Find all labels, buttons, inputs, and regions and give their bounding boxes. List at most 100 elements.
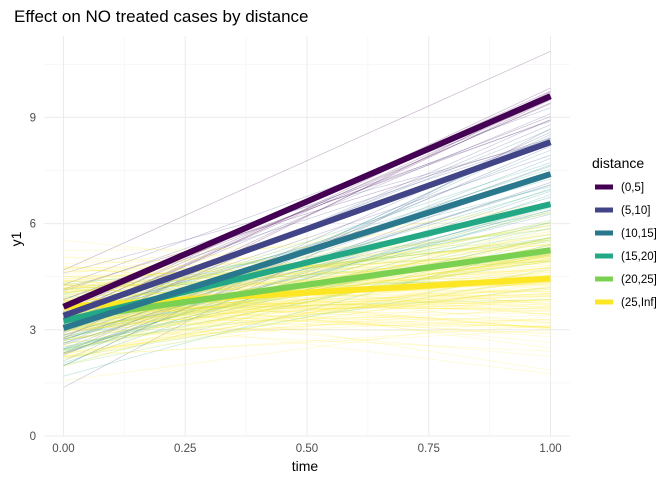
case-line [63, 318, 551, 339]
case-line [63, 154, 551, 322]
legend-items: (0,5] (5,10] (10,15] (15,20] (20,25] (25,Inf] [595, 182, 657, 309]
case-line [63, 257, 551, 305]
case-line [63, 252, 551, 283]
case-line [63, 298, 551, 322]
case-line [63, 162, 551, 322]
x-tick-label: 0.00 [52, 443, 74, 455]
legend-label: (25,Inf] [621, 297, 657, 309]
grid [44, 36, 570, 437]
case-line [63, 241, 551, 292]
case-line [63, 303, 551, 314]
case-line [63, 113, 551, 318]
case-line [63, 243, 551, 377]
case-line [63, 299, 551, 320]
case-line [63, 207, 551, 350]
case-line [63, 267, 551, 332]
case-line [63, 299, 551, 330]
case-line [63, 312, 551, 357]
y-axis: 0 3 6 9 [30, 112, 36, 443]
case-line [63, 293, 551, 328]
case-line [63, 328, 551, 352]
case-line [63, 289, 551, 337]
case-line [63, 284, 551, 330]
case-line [63, 257, 551, 341]
case-line [63, 140, 551, 274]
case-line [63, 188, 551, 354]
case-line [63, 314, 551, 338]
case-line [63, 283, 551, 349]
legend-label: (5,10] [621, 205, 650, 217]
case-line [63, 280, 551, 332]
x-tick-label: 0.50 [296, 443, 318, 455]
case-line [63, 253, 551, 282]
case-line [63, 288, 551, 308]
case-line [63, 219, 551, 338]
case-line [63, 253, 551, 346]
case-line [63, 313, 551, 375]
case-line [63, 286, 551, 327]
chart-title: Effect on NO treated cases by distance [14, 7, 309, 26]
case-line [63, 313, 551, 321]
case-line [63, 228, 551, 286]
legend-title: distance [592, 155, 644, 171]
legend-label: (20,25] [621, 274, 657, 286]
case-line [63, 278, 551, 353]
case-line [63, 120, 551, 292]
case-line [63, 260, 551, 301]
y-tick-label: 3 [30, 325, 36, 337]
case-line [63, 248, 551, 264]
case-line [63, 308, 551, 335]
case-line [63, 102, 551, 320]
case-line [63, 316, 551, 322]
case-line [63, 233, 551, 302]
case-line [63, 329, 551, 356]
case-line [63, 286, 551, 354]
case-line [63, 285, 551, 355]
case-line [63, 202, 551, 281]
case-line [63, 313, 551, 328]
case-line [63, 237, 551, 342]
case-line [63, 276, 551, 359]
case-line [63, 254, 551, 357]
legend: distance (0,5] (5,10] (10,15] (15,20] (20,25… [592, 155, 657, 309]
case-line [63, 243, 551, 251]
x-tick-label: 0.25 [174, 443, 196, 455]
case-line [63, 252, 551, 351]
case-line [63, 149, 551, 344]
case-line [63, 213, 551, 336]
case-line [63, 203, 551, 291]
case-line [63, 99, 551, 333]
case-line [63, 50, 551, 271]
case-line [63, 292, 551, 320]
case-line [63, 256, 551, 276]
y-tick-label: 0 [30, 431, 36, 443]
case-line [63, 323, 551, 327]
case-line [63, 237, 551, 361]
y-tick-label: 6 [30, 219, 36, 231]
case-line [63, 270, 551, 277]
series-line [62, 93, 552, 310]
case-line [63, 266, 551, 277]
case-line [63, 168, 551, 323]
case-line [63, 260, 551, 287]
case-line [63, 251, 551, 353]
series-line [62, 171, 552, 331]
case-line [63, 316, 551, 327]
case-line [63, 325, 551, 358]
case-line [63, 257, 551, 302]
case-line [63, 107, 551, 286]
case-line [63, 268, 551, 329]
x-tick-label: 1.00 [539, 443, 561, 455]
y-axis-title: y1 [8, 231, 24, 246]
case-line [63, 309, 551, 330]
legend-label: (10,15] [621, 228, 657, 240]
case-line [63, 251, 551, 286]
case-line [63, 326, 551, 333]
series-line [63, 247, 551, 323]
case-line [63, 190, 551, 354]
case-line [63, 137, 551, 290]
case-line [63, 287, 551, 316]
x-tick-label: 0.75 [418, 443, 440, 455]
series-line [62, 139, 552, 319]
